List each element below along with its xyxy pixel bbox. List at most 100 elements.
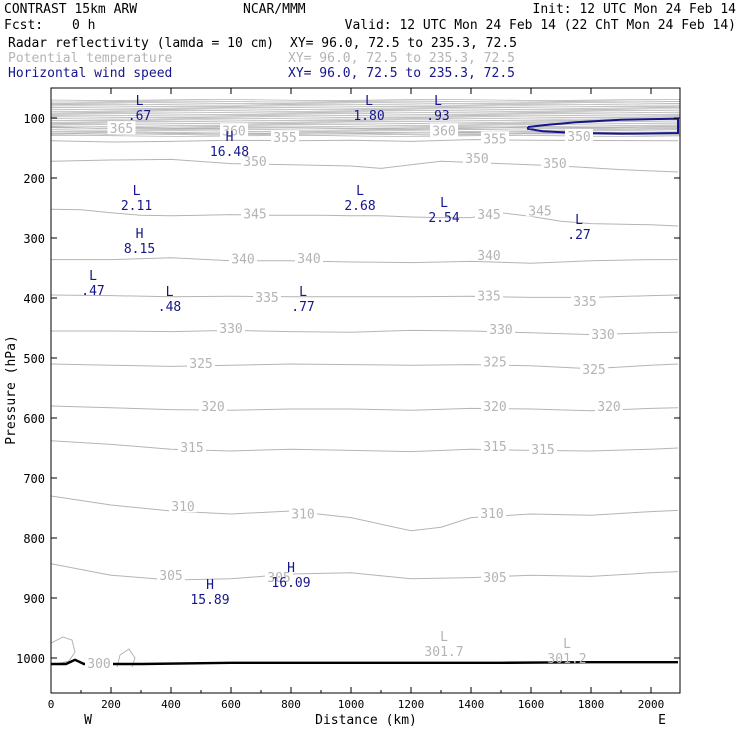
theta-label: 345 — [243, 207, 266, 222]
extremum-value: 2.54 — [428, 211, 459, 226]
extremum-value: .48 — [158, 300, 181, 315]
y-axis-label: Pressure (hPa) — [4, 335, 19, 445]
y-tick-label: 900 — [23, 592, 45, 606]
theta-label: 325 — [582, 363, 605, 378]
theta-label: 325 — [189, 357, 212, 372]
x-tick-label: 2000 — [638, 698, 665, 711]
extremum-value: 16.09 — [271, 576, 310, 591]
theta-contour-330 — [51, 329, 679, 336]
theta-label-bg — [481, 399, 509, 412]
init-time: Init: 12 UTC Mon 24 Feb 14 — [533, 2, 737, 17]
x-tick-label: 400 — [161, 698, 181, 711]
theta-contour-350 — [51, 158, 679, 173]
theta-label-bg — [595, 399, 623, 412]
theta-label: 310 — [291, 507, 314, 522]
theta-label-bg — [430, 123, 458, 137]
theta-contour-305 — [51, 563, 679, 581]
extremum-value: 8.15 — [124, 242, 155, 257]
theta-contour-340 — [51, 257, 678, 264]
extremum-value: .47 — [81, 284, 104, 299]
extremum-marker: L — [136, 94, 144, 109]
theta-label-bg — [481, 570, 509, 583]
x-axis-label: Distance (km) — [315, 713, 417, 728]
extremum-marker: L — [166, 285, 174, 300]
stratospheric-contour — [51, 127, 680, 129]
stratospheric-contour — [51, 119, 680, 122]
theta-label: 365 — [110, 122, 133, 137]
extremum-value: .77 — [291, 300, 314, 315]
x-tick-label: 800 — [281, 698, 301, 711]
radar-contour — [116, 648, 136, 668]
theta-label: 305 — [267, 571, 290, 586]
theta-label-bg — [229, 251, 257, 265]
x-tick-label: 200 — [101, 698, 121, 711]
theta-label: 305 — [159, 569, 182, 584]
theta-label: 320 — [201, 400, 224, 415]
theta-label: 315 — [531, 443, 554, 458]
stratospheric-contour — [51, 117, 680, 120]
y-tick-label: 400 — [23, 292, 45, 306]
stratospheric-contour — [51, 99, 680, 101]
stratospheric-contour — [51, 111, 680, 114]
theta-label: 310 — [171, 500, 194, 515]
extremum-marker: L — [434, 94, 442, 109]
stratospheric-contour — [51, 114, 680, 117]
theta-label-bg — [475, 207, 503, 220]
theta-label-bg — [529, 442, 557, 456]
theta-label: 360 — [222, 125, 245, 140]
extremum-marker: L — [299, 285, 307, 300]
wind-speed-contour — [527, 117, 679, 135]
y-tick-label: 100 — [23, 112, 45, 126]
theta-contour-335 — [51, 294, 679, 298]
extremum-marker: L — [365, 94, 373, 109]
extremum-marker: L — [133, 184, 141, 199]
extremum-marker: H — [206, 578, 214, 593]
extremum-marker: H — [136, 227, 144, 242]
wind-contour-layer — [527, 117, 679, 135]
x-tick-label: 1800 — [578, 698, 605, 711]
stratospheric-contour — [51, 113, 680, 115]
theta-label-bg — [478, 505, 506, 519]
extremum-value: 2.68 — [344, 199, 375, 214]
theta-label: 340 — [477, 249, 500, 264]
theta-label-bg — [157, 568, 185, 582]
theta-label: 350 — [243, 155, 266, 170]
extremum-value: 1.80 — [353, 109, 384, 124]
y-tick-label: 600 — [23, 412, 45, 426]
theta-label: 355 — [483, 132, 506, 147]
theta-contour-345 — [51, 208, 679, 227]
extremum-value: 301.2 — [547, 652, 586, 667]
theta-label: 330 — [489, 323, 512, 338]
stratospheric-contour — [51, 108, 680, 111]
x-axis-east-label: E — [658, 713, 666, 728]
stratospheric-contour — [51, 102, 680, 105]
theta-label: 350 — [543, 157, 566, 172]
center-label: NCAR/MMM — [243, 2, 306, 17]
theta-label: 340 — [231, 252, 254, 267]
theta-label-bg — [589, 327, 617, 340]
field-reflectivity-name: Radar reflectivity (lamda = 10 cm) — [8, 36, 274, 51]
theta-label-bg — [85, 655, 113, 669]
theta-label-bg — [580, 361, 608, 375]
theta-label-bg — [571, 294, 599, 307]
theta-label-bg — [475, 247, 503, 261]
extremum-value: 15.89 — [190, 593, 229, 608]
theta-label-bg — [481, 439, 509, 453]
theta-label: 350 — [465, 152, 488, 167]
stratospheric-contour — [51, 103, 680, 106]
theta-label-bg — [289, 506, 317, 520]
y-tick-label: 200 — [23, 172, 45, 186]
theta-label-bg — [271, 130, 299, 144]
stratospheric-contour — [51, 105, 680, 108]
theta-contour-310 — [51, 495, 679, 532]
y-tick-label: 700 — [23, 472, 45, 486]
extremum-marker: L — [563, 637, 571, 652]
theta-label-bg — [526, 203, 554, 217]
theta-label-bg — [107, 121, 136, 135]
stratospheric-contour — [51, 100, 680, 103]
theta-label-bg — [565, 129, 593, 142]
theta-label-bg — [241, 154, 269, 168]
theta-label-bg — [253, 289, 281, 303]
x-tick-label: 1000 — [338, 698, 365, 711]
